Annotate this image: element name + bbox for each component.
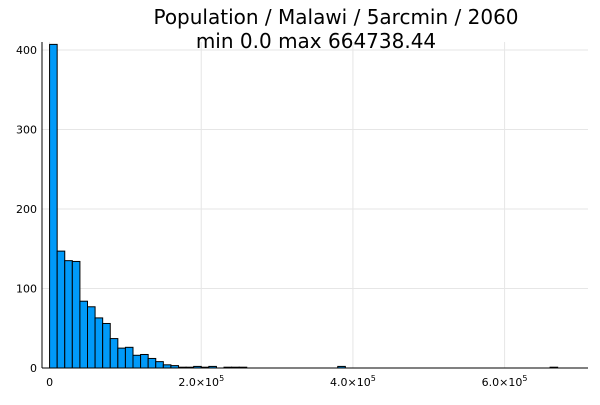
chart-subtitle: min 0.0 max 664738.44 [196,29,436,53]
histogram-bars [49,43,559,369]
axes [41,42,588,369]
y-tick-label: 100 [16,282,37,295]
grid [42,42,588,369]
histogram-bar [79,300,88,369]
y-tick-labels: 0 100 200 300 400 [16,44,37,375]
histogram-bar [155,361,164,369]
histogram-bar [132,354,142,369]
histogram-bar [71,260,81,369]
chart-title: Population / Malawi / 5arcmin / 2060 [153,5,518,29]
y-tick-label: 400 [16,44,37,57]
histogram-bar [102,322,111,369]
histogram-bar [49,43,58,369]
histogram-bar [87,306,96,369]
histogram-bar [94,317,104,369]
histogram-bar [117,347,126,369]
histogram-bar [140,353,149,369]
y-tick-label: 200 [16,203,37,216]
x-tick-label: 2.0×105 [178,374,224,389]
histogram-bar [109,338,119,369]
histogram-bar [124,346,134,369]
x-tick-label: 4.0×105 [330,374,376,389]
x-tick-label: 6.0×105 [482,374,528,389]
x-tick-labels: 0 2.0×105 4.0×105 6.0×105 [46,374,527,389]
y-tick-label: 300 [16,123,37,136]
y-tick-label: 0 [30,362,37,375]
histogram-bar [64,260,73,369]
histogram-bar [56,250,66,369]
histogram-bar [147,357,157,369]
x-tick-label: 0 [46,376,53,389]
